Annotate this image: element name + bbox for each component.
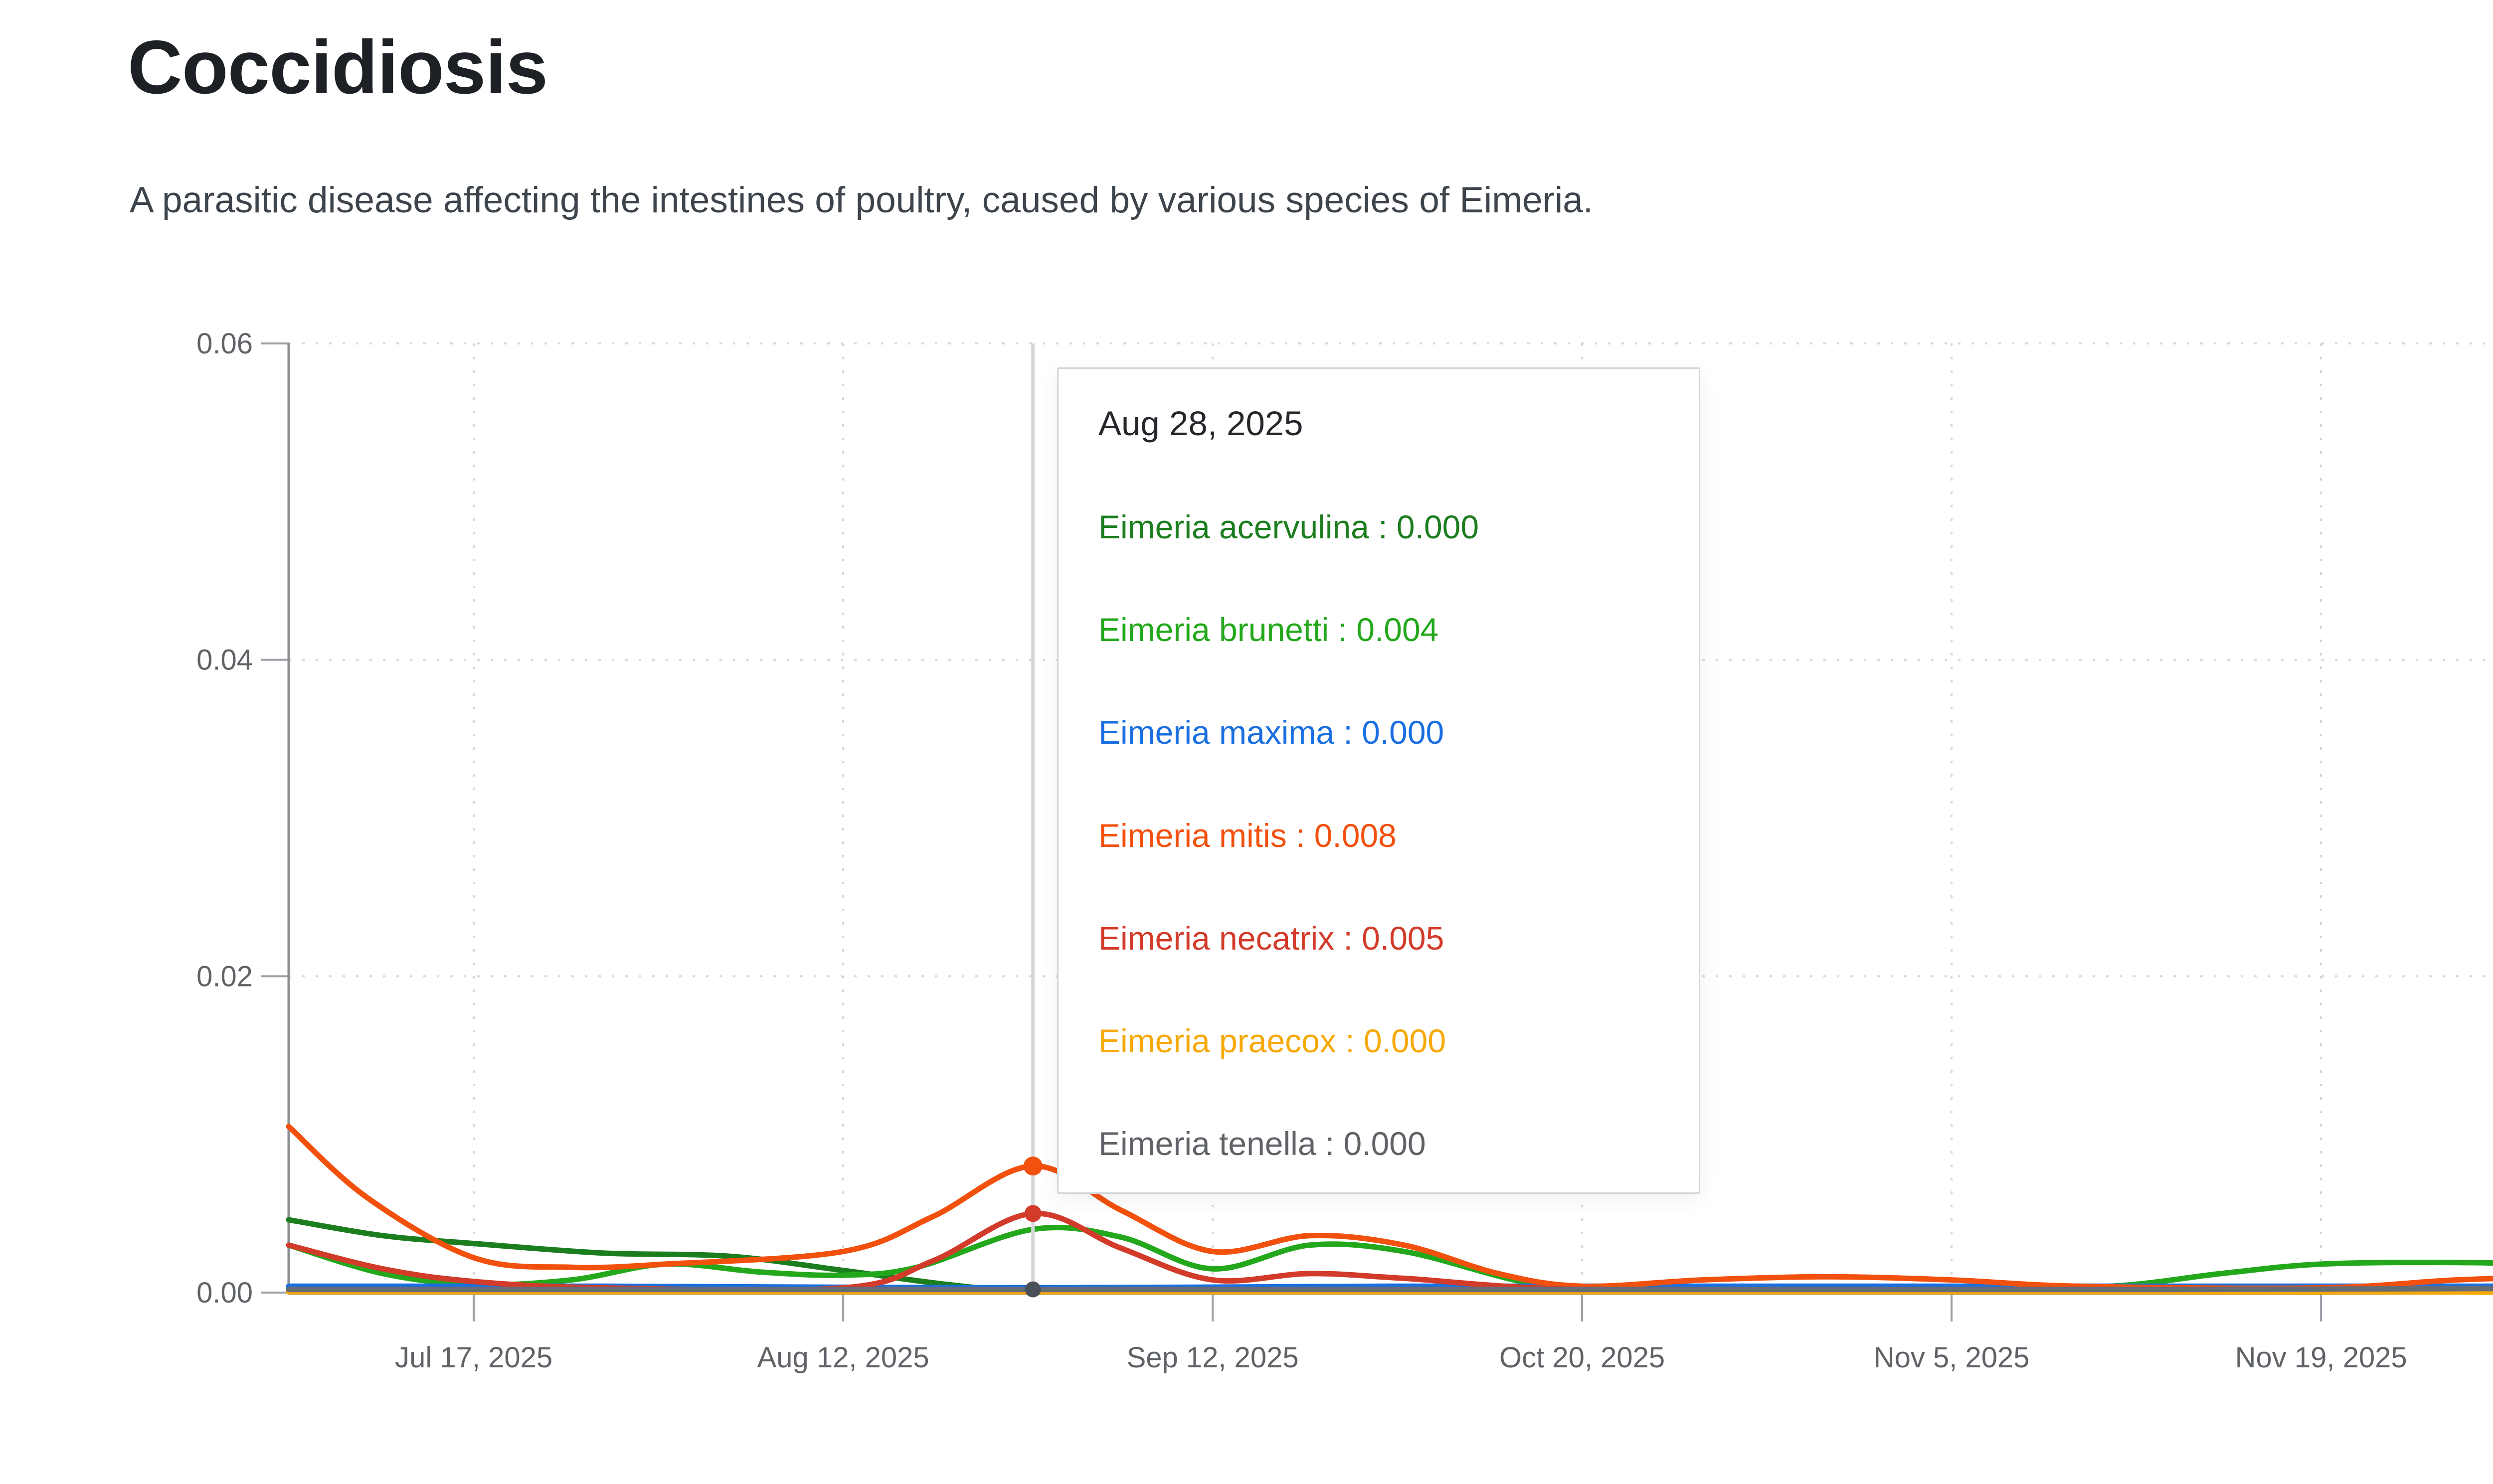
tooltip-row-eimeria-necatrix: Eimeria necatrix : 0.005 <box>1098 919 1444 957</box>
series-line-eimeria-tenella <box>286 1286 2493 1293</box>
x-tick-label: Oct 20, 2025 <box>1499 1341 1665 1374</box>
series-line-eimeria-praecox <box>286 1289 2493 1295</box>
page-subtitle: A parasitic disease affecting the intest… <box>130 180 1594 220</box>
series-line-eimeria-mitis <box>286 1124 2493 1291</box>
tooltip-row-eimeria-tenella: Eimeria tenella : 0.000 <box>1098 1125 1426 1162</box>
y-tick-label-0.00: 0.00 <box>196 1277 253 1309</box>
hover-tooltip: Aug 28, 2025 Eimeria acervulina : 0.000 E… <box>1057 367 1700 1194</box>
tooltip-row-eimeria-brunetti: Eimeria brunetti : 0.004 <box>1098 611 1439 649</box>
tooltip-row-eimeria-maxima: Eimeria maxima : 0.000 <box>1098 714 1444 751</box>
x-tick-label: Nov 5, 2025 <box>1874 1341 2030 1374</box>
tooltip-row-eimeria-acervulina: Eimeria acervulina : 0.000 <box>1098 508 1479 546</box>
x-tick-label: Jul 17, 2025 <box>395 1341 552 1374</box>
hover-dot-eimeria-tenella <box>1025 1281 1041 1298</box>
x-tick-label: Nov 19, 2025 <box>2235 1341 2407 1374</box>
hover-dot-eimeria-mitis <box>1023 1156 1043 1176</box>
y-tick-label-0.04: 0.04 <box>196 644 253 676</box>
page-title: Coccidiosis <box>128 25 548 110</box>
x-tick-label: Sep 12, 2025 <box>1127 1341 1299 1374</box>
y-tick-label-0.06: 0.06 <box>196 328 253 360</box>
tooltip-date: Aug 28, 2025 <box>1098 404 1303 443</box>
tooltip-row-eimeria-praecox: Eimeria praecox : 0.000 <box>1098 1022 1446 1059</box>
hover-dot-eimeria-necatrix <box>1024 1205 1042 1222</box>
y-tick-label-0.02: 0.02 <box>196 960 253 992</box>
tooltip-row-eimeria-mitis: Eimeria mitis : 0.008 <box>1098 817 1397 854</box>
x-tick-label: Aug 12, 2025 <box>757 1341 929 1374</box>
